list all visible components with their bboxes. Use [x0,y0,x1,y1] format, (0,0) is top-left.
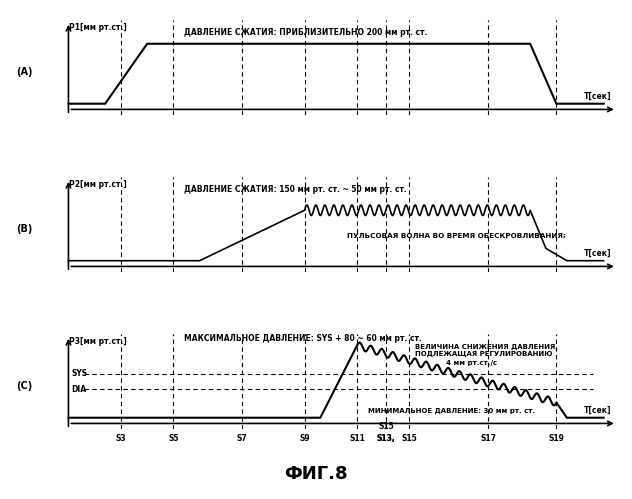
Text: P2[мм рт.ст.]: P2[мм рт.ст.] [69,180,126,189]
Text: SYS: SYS [71,369,87,378]
Text: 4 мм рт.ст./c: 4 мм рт.ст./c [446,359,497,366]
Text: S15: S15 [378,422,394,431]
Text: S11: S11 [349,434,365,443]
Text: ДАВЛЕНИЕ СЖАТИЯ: ПРИБЛИЗИТЕЛЬНО 200 мм рт. ст.: ДАВЛЕНИЕ СЖАТИЯ: ПРИБЛИЗИТЕЛЬНО 200 мм р… [184,28,427,37]
Text: S9: S9 [299,434,310,443]
Text: S19: S19 [549,434,564,443]
Text: (В): (В) [16,225,32,235]
Text: DIA: DIA [71,385,86,394]
Text: МИНИМАЛЬНОЕ ДАВЛЕНИЕ: 30 мм рт. ст.: МИНИМАЛЬНОЕ ДАВЛЕНИЕ: 30 мм рт. ст. [368,408,535,414]
Text: S13,: S13, [377,434,395,443]
Text: (A): (A) [16,67,32,77]
Text: P3[мм рт.ст.]: P3[мм рт.ст.] [69,337,126,346]
Text: P1[мм рт.ст.]: P1[мм рт.ст.] [69,23,126,32]
Text: ВЕЛИЧИНА СНИЖЕНИЯ ДАВЛЕНИЯ,
ПОДЛЕЖАЩАЯ РЕГУЛИРОВАНИЮ: ВЕЛИЧИНА СНИЖЕНИЯ ДАВЛЕНИЯ, ПОДЛЕЖАЩАЯ Р… [415,343,557,357]
Text: МАКСИМАЛЬНОЕ ДАВЛЕНИЕ: SYS + 80 ~ 60 мм рт. ст.: МАКСИМАЛЬНОЕ ДАВЛЕНИЕ: SYS + 80 ~ 60 мм … [184,334,422,343]
Text: (C): (C) [16,381,32,391]
Text: S17: S17 [480,434,496,443]
Text: S7: S7 [236,434,247,443]
Text: ДАВЛЕНИЕ СЖАТИЯ: 150 мм рт. ст. ~ 50 мм рт. ст.: ДАВЛЕНИЕ СЖАТИЯ: 150 мм рт. ст. ~ 50 мм … [184,185,406,194]
Text: S3: S3 [116,434,126,443]
Text: S15: S15 [401,434,417,443]
Text: T[сек]: T[сек] [583,406,611,415]
Text: ФИГ.8: ФИГ.8 [284,465,348,483]
Text: S13,: S13, [377,434,395,443]
Text: ПУЛЬСОВАЯ ВОЛНА ВО ВРЕМЯ ОБЕСКРОВЛИВАНИЯ;: ПУЛЬСОВАЯ ВОЛНА ВО ВРЕМЯ ОБЕСКРОВЛИВАНИЯ… [346,233,566,239]
Text: S5: S5 [168,434,179,443]
Text: T[сек]: T[сек] [583,92,611,101]
Text: T[сек]: T[сек] [583,249,611,257]
